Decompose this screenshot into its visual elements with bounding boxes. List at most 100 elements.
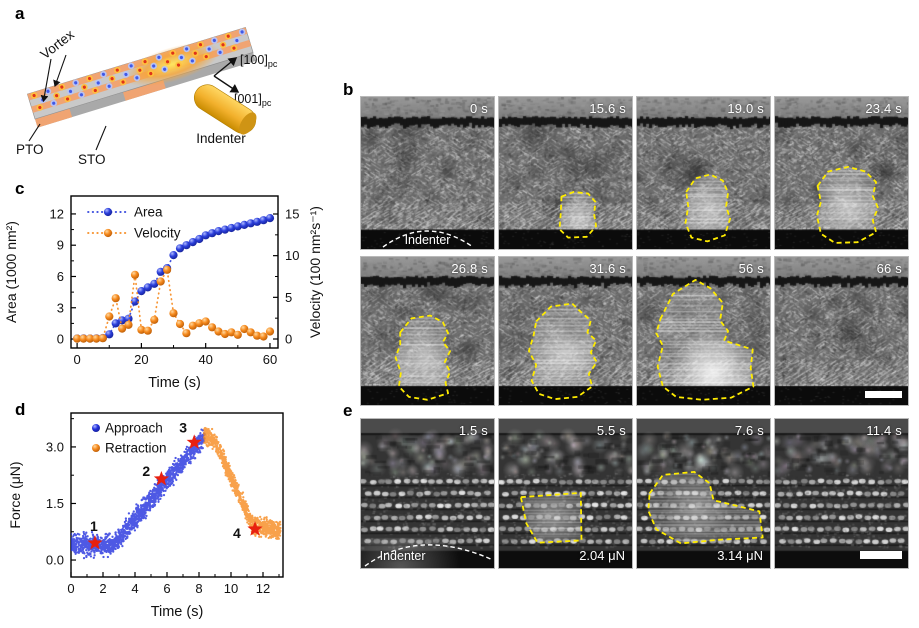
vortex-pointer-1 bbox=[40, 58, 52, 103]
tem-micrograph-canvas bbox=[637, 257, 770, 405]
vortex-core-blue bbox=[96, 81, 100, 85]
vortex-core-blue bbox=[68, 89, 73, 94]
sample-slab bbox=[26, 27, 256, 128]
data-point-velocity bbox=[214, 327, 223, 336]
vortex-core-blue bbox=[163, 67, 167, 71]
vortex-core-red bbox=[38, 105, 42, 110]
frame-overlay bbox=[382, 230, 474, 248]
x-tick-label: 8 bbox=[195, 581, 202, 596]
y2-tick-label: 15 bbox=[285, 207, 299, 222]
indenter-tip-outline bbox=[364, 544, 494, 567]
vortex-core-blue bbox=[235, 38, 239, 43]
panel-label-e: e bbox=[343, 401, 353, 420]
panel-e-frame-1: 5.5 s 2.04 μN bbox=[498, 418, 633, 569]
legend-label-area: Area bbox=[134, 205, 163, 220]
event-star-4 bbox=[247, 521, 263, 536]
x-tick-label: 6 bbox=[163, 581, 170, 596]
vortex-core-red bbox=[93, 88, 97, 93]
data-point-velocity bbox=[259, 332, 268, 341]
vortex-core-blue bbox=[79, 93, 84, 97]
phase-domain-outline bbox=[394, 314, 451, 401]
frame-overlay bbox=[775, 257, 908, 405]
data-point-area bbox=[208, 229, 217, 238]
vortex-dot-array bbox=[30, 28, 246, 111]
data-point-velocity bbox=[220, 329, 230, 339]
data-point-velocity bbox=[150, 315, 159, 324]
chart-area-velocity: 0 20 40 60 0 3 6 9 12 0 5 10 15 Time (s) Area (1000 nm… bbox=[3, 195, 323, 391]
vortex-label: Vortex bbox=[38, 27, 78, 63]
frame-time-label: 26.8 s bbox=[451, 261, 488, 276]
legend-marker-approach bbox=[92, 424, 100, 432]
frame-overlay bbox=[655, 278, 755, 401]
data-point-velocity bbox=[85, 334, 95, 343]
event-star-3 bbox=[186, 434, 202, 449]
plot-frame bbox=[70, 412, 284, 578]
data-point-velocity bbox=[73, 334, 82, 343]
vortex-core-blue bbox=[157, 55, 161, 59]
data-point-area bbox=[130, 297, 140, 306]
data-point-area bbox=[182, 241, 191, 250]
indenter-frame-label: Indenter bbox=[404, 233, 451, 247]
y2-tick-label: 0 bbox=[285, 332, 292, 347]
indenter-frame-label: Indenter bbox=[379, 549, 426, 563]
data-point-area bbox=[227, 223, 236, 233]
x-tick-label: 0 bbox=[67, 581, 74, 596]
tem-micrograph-canvas bbox=[637, 97, 770, 249]
sto-pointer bbox=[95, 125, 107, 151]
data-point-velocity bbox=[182, 329, 191, 338]
data-point-velocity bbox=[201, 317, 210, 326]
y-tick-label: 6 bbox=[57, 269, 64, 284]
vortex-core-blue bbox=[107, 84, 111, 88]
event-star-1 bbox=[87, 535, 103, 550]
panel-b-frame-3: 23.4 s bbox=[774, 96, 909, 250]
panel-label-d: d bbox=[15, 400, 26, 419]
frame-force-label: 3.14 μN bbox=[717, 548, 763, 563]
data-point-velocity bbox=[246, 328, 255, 337]
vortex-core-blue bbox=[218, 50, 222, 54]
vortex-core-red bbox=[60, 85, 64, 89]
y-axis-label: Force (μN) bbox=[7, 461, 23, 528]
data-point-area bbox=[253, 217, 262, 226]
event-star-2 bbox=[153, 471, 169, 486]
axis-001pc-label: [001]pc bbox=[234, 92, 272, 108]
vortex-core-red bbox=[115, 68, 119, 72]
frame-time-label: 66 s bbox=[876, 261, 902, 276]
vortex-core-blue bbox=[46, 89, 50, 93]
tem-micrograph-canvas bbox=[499, 97, 632, 249]
vortex-core-blue bbox=[207, 47, 211, 51]
tem-micrograph-canvas bbox=[361, 97, 494, 249]
data-point-area bbox=[201, 231, 210, 240]
legend-marker-area bbox=[103, 207, 113, 217]
data-point-area bbox=[188, 238, 197, 247]
tem-micrograph-canvas bbox=[775, 257, 908, 405]
data-point-area bbox=[265, 214, 275, 223]
indenter-label: Indenter bbox=[196, 131, 246, 146]
vortex-core-blue bbox=[124, 72, 128, 77]
frame-force-label: 2.04 μN bbox=[579, 548, 625, 563]
indenter-tip-outline bbox=[382, 230, 474, 248]
y-tick-label: 12 bbox=[50, 206, 64, 221]
x-axis-label: Time (s) bbox=[148, 375, 201, 391]
scale-bar bbox=[865, 391, 902, 398]
vortex-core-red bbox=[65, 97, 70, 101]
vortex-core-blue bbox=[135, 76, 139, 80]
phase-domain-outline bbox=[816, 166, 879, 244]
frame-time-label: 0 s bbox=[470, 101, 488, 116]
x-tick-label: 4 bbox=[131, 581, 138, 596]
data-point-velocity bbox=[175, 319, 185, 329]
data-point-velocity bbox=[265, 327, 275, 336]
data-point-velocity bbox=[188, 321, 197, 330]
vortex-core-blue bbox=[212, 38, 216, 43]
tem-micrograph-canvas bbox=[775, 419, 908, 568]
panel-b-frame-2: 19.0 s bbox=[636, 96, 771, 250]
y-axis-label-left: Area (1000 nm²) bbox=[3, 221, 19, 323]
frame-overlay bbox=[519, 491, 583, 544]
frame-time-label: 7.6 s bbox=[734, 423, 764, 438]
panel-b-frame-6: 56 s bbox=[636, 256, 771, 406]
vortex-core-red bbox=[110, 77, 114, 81]
phase-domain-outline bbox=[647, 471, 764, 545]
panel-b-frame-4: 26.8 s bbox=[360, 256, 495, 406]
data-point-velocity bbox=[118, 324, 127, 333]
